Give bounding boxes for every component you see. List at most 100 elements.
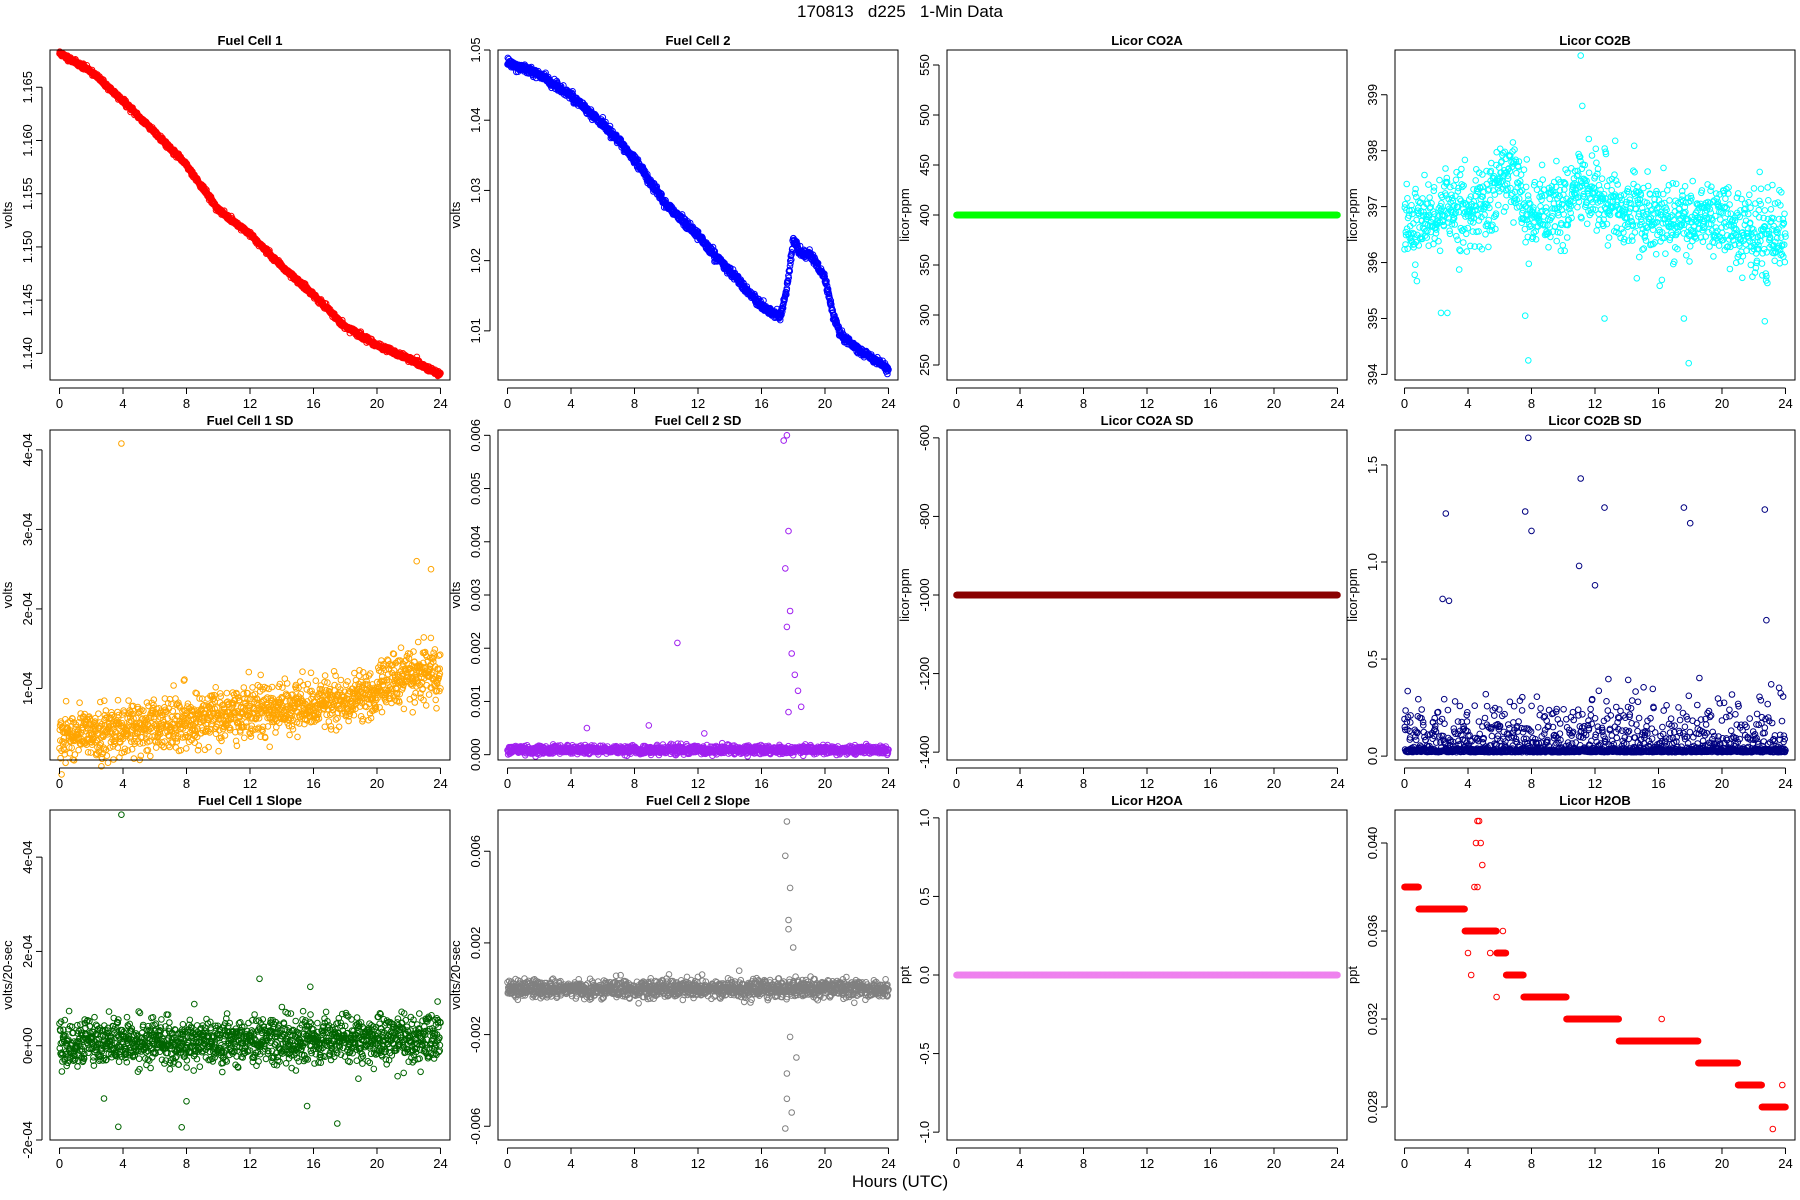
y-tick-label: 1.150 [20,231,35,264]
data-point [1455,266,1463,273]
y-tick-label: 1.01 [468,318,483,343]
y-tick-label: 550 [917,54,932,76]
data-point [1525,260,1533,268]
chart-title: Fuel Cell 1 [217,33,282,48]
x-tick-label: 24 [433,396,447,411]
data-point [1447,183,1454,191]
data-point [1472,177,1479,184]
data-point [1411,271,1418,279]
y-tick-label: 300 [917,304,932,326]
chart-title: Fuel Cell 2 [665,33,730,48]
chart-title: Licor CO2B [1559,33,1631,48]
y-tick-label: 450 [917,154,932,176]
x-tick-label: 4 [567,396,574,411]
data-point [1559,242,1567,249]
data-point [1510,219,1517,226]
data-point [1522,238,1529,246]
data-point [1421,171,1428,179]
data-point [1523,156,1531,163]
x-tick-label: 16 [1203,396,1217,411]
data-point [1430,184,1438,191]
chart-title: Licor CO2A [1111,33,1183,48]
x-tick-label: 20 [1267,396,1281,411]
y-tick-label: 1.05 [468,37,483,62]
page-title: 170813 d225 1-Min Data [796,2,1004,21]
x-tick-label: 12 [691,396,705,411]
data-point [1454,236,1461,244]
data-point [1553,237,1560,245]
x-tick-label: 4 [119,396,126,411]
data-point [1425,181,1432,188]
y-tick-label: 500 [917,104,932,126]
x-tick-label: 12 [1140,396,1154,411]
x-tick-label: 0 [953,396,960,411]
y-tick-label: 1.165 [20,71,35,104]
data-point [1460,239,1467,246]
data-point [1563,234,1571,241]
data-point [301,280,309,288]
data-point [1522,183,1530,191]
y-axis-label: volts [0,201,15,228]
x-tick-label: 0 [56,396,63,411]
y-axis-label: licor-ppm [1345,188,1360,241]
x-tick-label: 8 [631,396,638,411]
data-point [1461,156,1469,164]
data-point [1458,165,1465,173]
data-point [1538,161,1546,169]
data-point [1487,196,1494,204]
x-tick-label: 16 [754,396,768,411]
data-point [1436,247,1444,255]
data-point [1551,223,1559,230]
data-series [1401,52,1789,367]
y-axis-label: licor-ppm [897,188,912,241]
data-point [1509,139,1517,146]
y-tick-label: 1.155 [20,177,35,210]
x-tick-label: 24 [881,396,895,411]
data-point [1401,200,1409,208]
x-tick-label: 8 [183,396,190,411]
y-tick-label: 1.160 [20,124,35,157]
data-point [1462,230,1470,238]
y-tick-label: 1.04 [468,108,483,133]
x-tick-label: 20 [818,396,832,411]
data-series [504,54,892,378]
x-tick-label: 24 [1330,396,1344,411]
data-point [100,76,107,84]
data-point [1404,195,1411,202]
data-point [1520,166,1528,173]
data-point [1574,203,1581,211]
y-tick-label: 1.03 [468,178,483,203]
data-point [1412,261,1419,269]
y-tick-label: 400 [917,204,932,226]
data-point [1539,176,1546,183]
data-point [1485,243,1492,251]
data-point [1545,244,1552,251]
data-point [1435,237,1442,245]
data-series [953,211,1341,219]
y-tick-label: 350 [917,254,932,276]
x-tick-label: 8 [1080,396,1087,411]
y-tick-label: 1.140 [20,337,35,370]
data-point [1553,157,1560,165]
x-tick-label: 4 [1016,396,1023,411]
data-point [1442,165,1449,172]
y-tick-label: 1.02 [468,248,483,273]
data-point [1403,180,1410,188]
data-point [1495,201,1502,209]
plot-frame [49,49,451,381]
data-point [1575,171,1582,178]
data-point [1561,247,1568,255]
y-axis-label: volts [448,201,463,228]
data-point [1460,182,1467,189]
data-point [1493,148,1500,156]
x-tick-label: 0 [504,396,511,411]
data-point [1413,277,1421,285]
data-point [1464,224,1472,232]
x-tick-label: 20 [370,396,384,411]
data-point [1426,194,1433,201]
chart-panel-2: Fuel Cell 2 volts 0 4 8 12 16 20 24 1.01 1.02 1.03 1… [448,33,899,411]
